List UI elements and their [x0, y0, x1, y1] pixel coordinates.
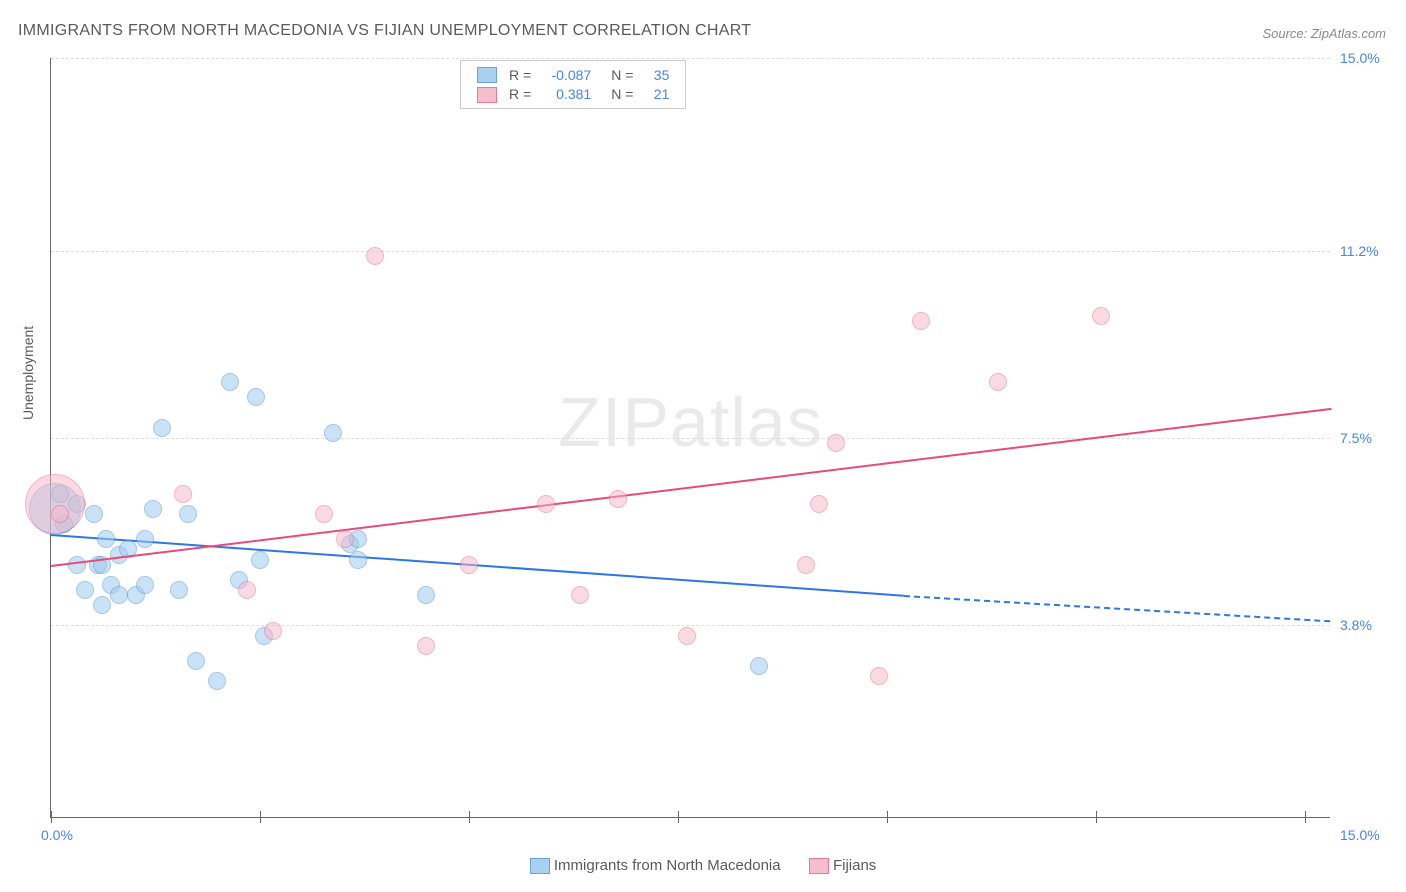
data-point-macedonia	[187, 652, 205, 670]
gridline	[51, 438, 1330, 439]
n-label: N =	[597, 84, 639, 103]
data-point-fijians	[264, 622, 282, 640]
data-point-macedonia	[179, 505, 197, 523]
legend-label-fijians: Fijians	[833, 857, 876, 874]
data-point-macedonia	[170, 581, 188, 599]
data-point-macedonia	[221, 373, 239, 391]
watermark: ZIPatlas	[558, 382, 823, 462]
data-point-macedonia	[68, 556, 86, 574]
gridline	[51, 58, 1330, 59]
n-value-fijians: 21	[639, 84, 675, 103]
data-point-macedonia	[750, 657, 768, 675]
data-point-macedonia	[324, 424, 342, 442]
data-point-macedonia	[349, 551, 367, 569]
data-point-fijians	[571, 586, 589, 604]
data-point-macedonia	[136, 576, 154, 594]
legend-row-macedonia: R = -0.087 N = 35	[471, 65, 675, 84]
data-point-macedonia	[247, 388, 265, 406]
data-point-macedonia	[208, 672, 226, 690]
x-tick	[678, 811, 679, 823]
data-point-macedonia	[144, 500, 162, 518]
y-tick-label: 15.0%	[1340, 50, 1400, 66]
r-label: R =	[503, 84, 537, 103]
data-point-macedonia	[110, 586, 128, 604]
data-point-macedonia	[97, 530, 115, 548]
plot-area: ZIPatlas 3.8%7.5%11.2%15.0%0.0%15.0%	[50, 58, 1330, 818]
data-point-fijians	[174, 485, 192, 503]
watermark-light: atlas	[670, 383, 823, 461]
r-value-fijians: 0.381	[537, 84, 597, 103]
data-point-macedonia	[93, 596, 111, 614]
data-point-fijians	[25, 474, 85, 534]
data-point-macedonia	[251, 551, 269, 569]
data-point-fijians	[336, 530, 354, 548]
data-point-fijians	[238, 581, 256, 599]
y-tick-label: 7.5%	[1340, 430, 1400, 446]
y-axis-label: Unemployment	[20, 326, 36, 420]
watermark-bold: ZIP	[558, 383, 670, 461]
legend-row-fijians: R = 0.381 N = 21	[471, 84, 675, 103]
data-point-fijians	[537, 495, 555, 513]
x-tick	[260, 811, 261, 823]
x-tick-label-min: 0.0%	[41, 827, 73, 843]
data-point-fijians	[1092, 307, 1110, 325]
x-tick	[469, 811, 470, 823]
data-point-fijians	[810, 495, 828, 513]
x-tick-label-max: 15.0%	[1340, 827, 1400, 843]
data-point-macedonia	[153, 419, 171, 437]
y-tick-label: 11.2%	[1340, 243, 1400, 259]
trend-line	[904, 595, 1331, 622]
y-tick-label: 3.8%	[1340, 617, 1400, 633]
swatch-macedonia	[477, 67, 497, 83]
data-point-fijians	[460, 556, 478, 574]
legend-label-macedonia: Immigrants from North Macedonia	[554, 857, 781, 874]
data-point-macedonia	[76, 581, 94, 599]
data-point-fijians	[366, 247, 384, 265]
series-legend: Immigrants from North Macedonia Fijians	[0, 857, 1406, 874]
data-point-fijians	[912, 312, 930, 330]
source-attribution: Source: ZipAtlas.com	[1262, 26, 1386, 41]
data-point-fijians	[315, 505, 333, 523]
legend-item-fijians: Fijians	[809, 857, 877, 874]
correlation-legend: R = -0.087 N = 35 R = 0.381 N = 21	[460, 60, 686, 109]
data-point-fijians	[51, 505, 69, 523]
data-point-macedonia	[85, 505, 103, 523]
data-point-fijians	[797, 556, 815, 574]
data-point-fijians	[827, 434, 845, 452]
r-value-macedonia: -0.087	[537, 65, 597, 84]
x-tick	[1305, 811, 1306, 823]
swatch-macedonia-icon	[530, 858, 550, 874]
n-label: N =	[597, 65, 639, 84]
data-point-macedonia	[417, 586, 435, 604]
data-point-fijians	[870, 667, 888, 685]
x-tick	[887, 811, 888, 823]
data-point-fijians	[609, 490, 627, 508]
trend-line	[51, 408, 1331, 567]
data-point-macedonia	[136, 530, 154, 548]
x-tick	[1096, 811, 1097, 823]
gridline	[51, 251, 1330, 252]
swatch-fijians	[477, 87, 497, 103]
x-tick	[51, 811, 52, 823]
data-point-fijians	[678, 627, 696, 645]
legend-item-macedonia: Immigrants from North Macedonia	[530, 857, 785, 874]
data-point-fijians	[989, 373, 1007, 391]
data-point-fijians	[417, 637, 435, 655]
r-label: R =	[503, 65, 537, 84]
chart-title: IMMIGRANTS FROM NORTH MACEDONIA VS FIJIA…	[18, 22, 751, 40]
gridline	[51, 625, 1330, 626]
swatch-fijians-icon	[809, 858, 829, 874]
n-value-macedonia: 35	[639, 65, 675, 84]
